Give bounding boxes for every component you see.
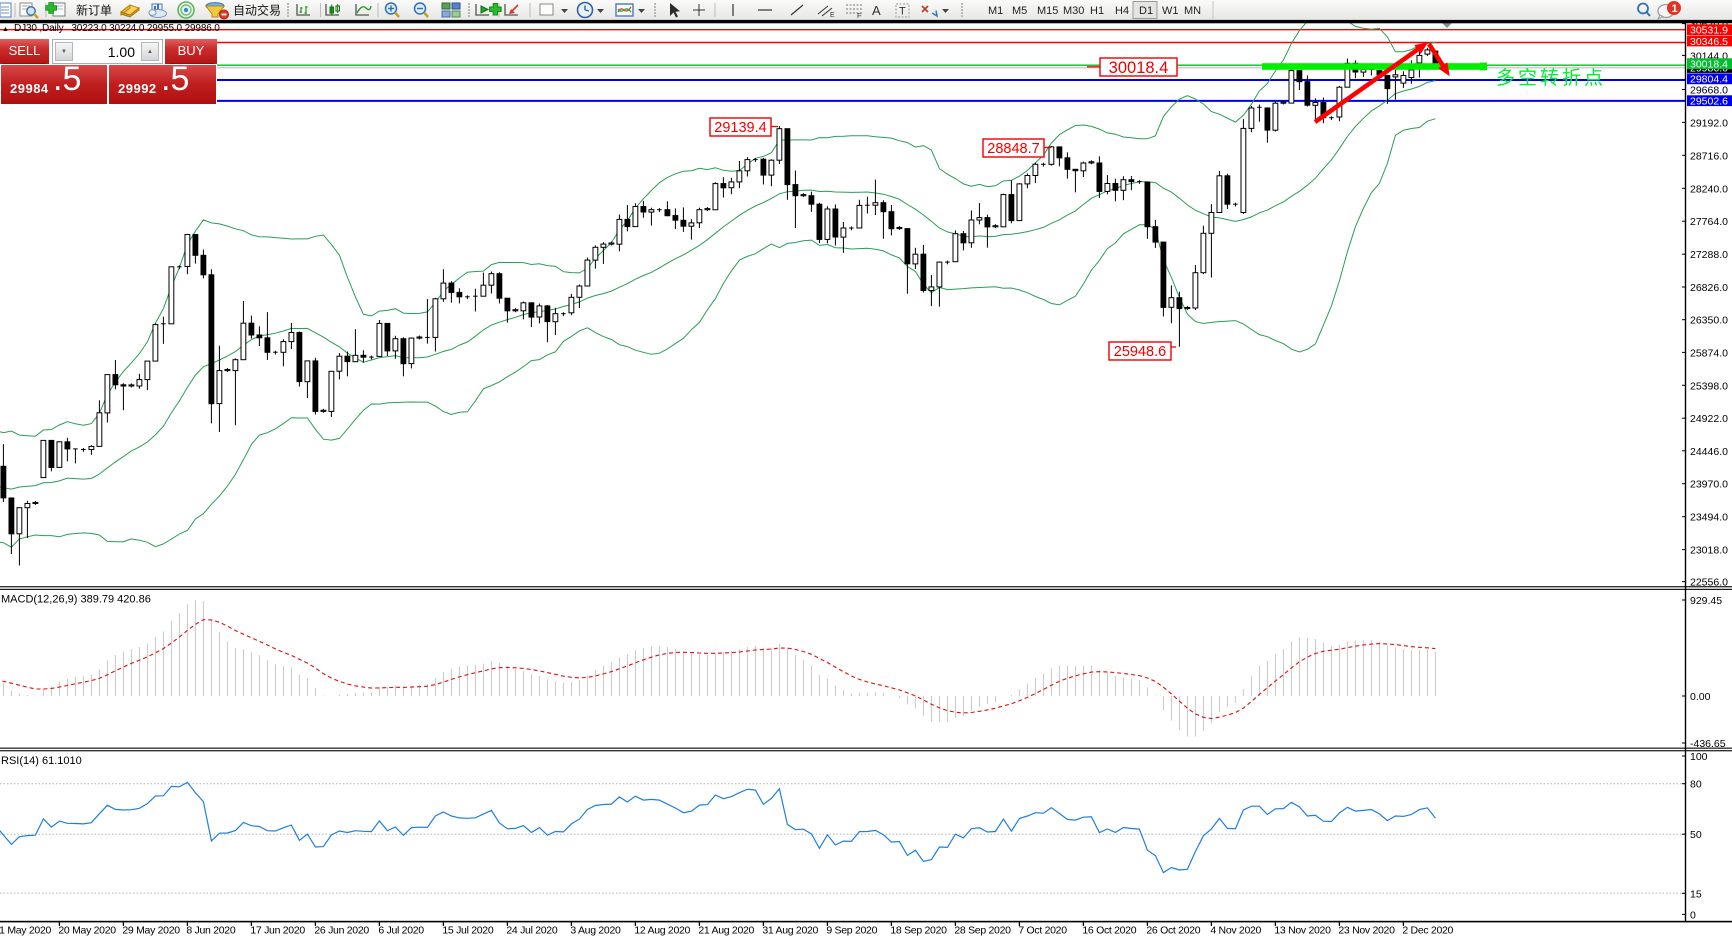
svg-text:80: 80 [1690, 779, 1702, 791]
svg-text:11 May 2020: 11 May 2020 [0, 925, 51, 937]
svg-text:H4: H4 [1115, 5, 1129, 17]
svg-text:MN: MN [1184, 5, 1201, 17]
svg-text:26826.0: 26826.0 [1690, 282, 1728, 294]
svg-text:0.00: 0.00 [1690, 691, 1711, 703]
svg-text:17 Jun 2020: 17 Jun 2020 [250, 925, 305, 937]
svg-text:929.45: 929.45 [1690, 595, 1722, 607]
svg-text:29804.4: 29804.4 [1690, 74, 1728, 86]
svg-text:27764.0: 27764.0 [1690, 216, 1728, 228]
svg-text:23970.0: 23970.0 [1690, 479, 1728, 491]
svg-text:4 Nov 2020: 4 Nov 2020 [1210, 925, 1261, 937]
svg-text:D1: D1 [1139, 5, 1153, 17]
svg-text:T: T [899, 6, 906, 18]
svg-text:W1: W1 [1162, 5, 1179, 17]
svg-text:24446.0: 24446.0 [1690, 446, 1728, 458]
svg-text:26350.0: 26350.0 [1690, 315, 1728, 327]
svg-text:7 Oct 2020: 7 Oct 2020 [1018, 925, 1067, 937]
svg-text:29 May 2020: 29 May 2020 [122, 925, 180, 937]
svg-text:24922.0: 24922.0 [1690, 413, 1728, 425]
svg-text:9 Sep 2020: 9 Sep 2020 [826, 925, 877, 937]
svg-text:0: 0 [1690, 909, 1696, 921]
svg-text:15: 15 [1690, 888, 1702, 900]
svg-text:25948.6: 25948.6 [1114, 344, 1166, 360]
svg-text:25398.0: 25398.0 [1690, 380, 1728, 392]
svg-text:30018.4: 30018.4 [1109, 59, 1169, 77]
svg-text:24 Jul 2020: 24 Jul 2020 [506, 925, 557, 937]
svg-text:28848.7: 28848.7 [987, 141, 1039, 157]
svg-text:18 Sep 2020: 18 Sep 2020 [890, 925, 947, 937]
svg-text:23 Nov 2020: 23 Nov 2020 [1338, 925, 1395, 937]
svg-text:30531.9: 30531.9 [1690, 25, 1728, 37]
svg-text:新订单: 新订单 [76, 3, 112, 18]
svg-text:50: 50 [1690, 829, 1702, 841]
svg-text:29502.6: 29502.6 [1690, 96, 1728, 108]
svg-text:31 Aug 2020: 31 Aug 2020 [762, 925, 818, 937]
svg-text:30018.4: 30018.4 [1690, 59, 1728, 71]
svg-text:20 May 2020: 20 May 2020 [58, 925, 116, 937]
svg-text:2 Dec 2020: 2 Dec 2020 [1402, 925, 1453, 937]
svg-text:28 Sep 2020: 28 Sep 2020 [954, 925, 1011, 937]
svg-text:27288.0: 27288.0 [1690, 249, 1728, 261]
svg-text:H1: H1 [1090, 5, 1104, 17]
svg-text:100: 100 [1690, 751, 1708, 763]
svg-text:多空转折点: 多空转折点 [1496, 67, 1606, 89]
svg-text:MACD(12,26,9) 389.79 420.86: MACD(12,26,9) 389.79 420.86 [1, 594, 151, 606]
svg-text:M5: M5 [1012, 5, 1027, 17]
svg-text:RSI(14) 61.1010: RSI(14) 61.1010 [1, 755, 82, 767]
svg-text:A: A [872, 3, 881, 18]
svg-text:M30: M30 [1063, 5, 1084, 17]
svg-text:22556.0: 22556.0 [1690, 577, 1728, 589]
svg-text:6 Jul 2020: 6 Jul 2020 [378, 925, 424, 937]
svg-text:23018.0: 23018.0 [1690, 545, 1728, 557]
svg-text:15 Jul 2020: 15 Jul 2020 [442, 925, 493, 937]
svg-text:28240.0: 28240.0 [1690, 183, 1728, 195]
svg-text:26 Oct 2020: 26 Oct 2020 [1146, 925, 1200, 937]
svg-text:16 Oct 2020: 16 Oct 2020 [1082, 925, 1136, 937]
svg-text:8 Jun 2020: 8 Jun 2020 [186, 925, 235, 937]
svg-text:25874.0: 25874.0 [1690, 347, 1728, 359]
svg-text:26 Jun 2020: 26 Jun 2020 [314, 925, 369, 937]
svg-text:3 Aug 2020: 3 Aug 2020 [570, 925, 621, 937]
svg-text:M1: M1 [988, 5, 1003, 17]
svg-text:30346.5: 30346.5 [1690, 36, 1728, 48]
svg-text:E: E [830, 12, 835, 19]
svg-text:13 Nov 2020: 13 Nov 2020 [1274, 925, 1331, 937]
svg-text:29139.4: 29139.4 [714, 120, 766, 136]
svg-text:-436.65: -436.65 [1690, 738, 1726, 750]
svg-text:自动交易: 自动交易 [233, 3, 281, 18]
svg-text:29668.0: 29668.0 [1690, 85, 1728, 97]
svg-text:M15: M15 [1037, 5, 1058, 17]
svg-text:1: 1 [1672, 3, 1678, 15]
svg-text:F: F [857, 11, 862, 20]
svg-text:23494.0: 23494.0 [1690, 512, 1728, 524]
svg-text:28716.0: 28716.0 [1690, 150, 1728, 162]
svg-text:21 Aug 2020: 21 Aug 2020 [698, 925, 754, 937]
svg-text:29192.0: 29192.0 [1690, 117, 1728, 129]
svg-text:12 Aug 2020: 12 Aug 2020 [634, 925, 690, 937]
